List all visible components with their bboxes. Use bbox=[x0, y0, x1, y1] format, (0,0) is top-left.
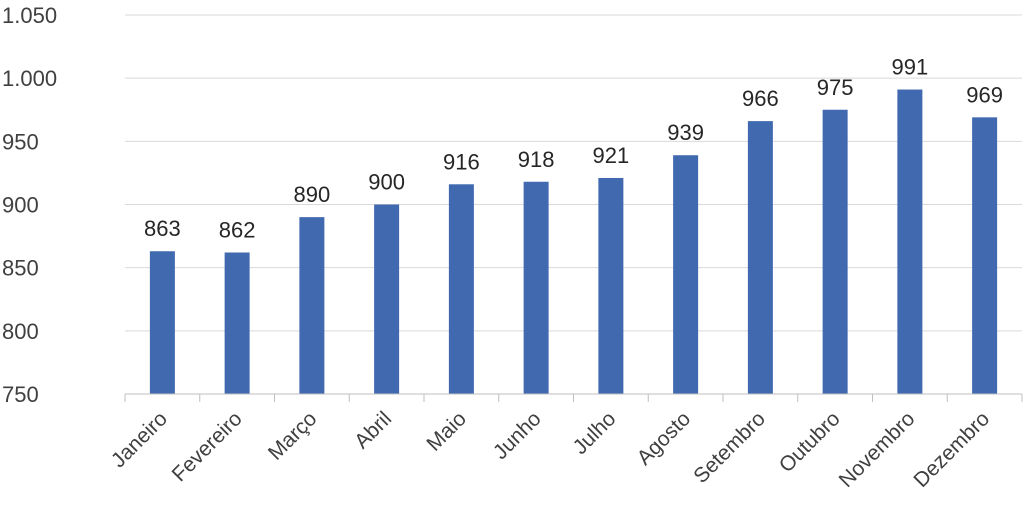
x-axis bbox=[124, 393, 1023, 402]
data-label: 921 bbox=[593, 143, 630, 168]
data-label: 863 bbox=[144, 216, 181, 241]
y-tick-label: 750 bbox=[2, 382, 39, 407]
data-label: 900 bbox=[368, 170, 405, 195]
bar bbox=[972, 117, 998, 394]
x-tick-label: Julho bbox=[569, 407, 621, 459]
y-tick-label: 900 bbox=[2, 193, 39, 218]
data-label: 969 bbox=[966, 82, 1003, 107]
data-label: 939 bbox=[667, 120, 704, 145]
data-label: 975 bbox=[817, 75, 854, 100]
y-tick-label: 850 bbox=[2, 256, 39, 281]
x-tick-label: Novembro bbox=[835, 407, 920, 492]
x-tick-label: Fevereiro bbox=[168, 407, 247, 486]
bar bbox=[822, 109, 848, 394]
y-tick-label: 1.050 bbox=[2, 3, 57, 28]
bar bbox=[299, 217, 325, 394]
bar bbox=[897, 89, 923, 394]
x-tick-label: Maio bbox=[422, 407, 470, 455]
x-tick-label: Abril bbox=[350, 407, 396, 453]
data-labels: 863 862 890 900 916 918 921 939 966 975 991 969 bbox=[144, 55, 1003, 243]
data-label: 918 bbox=[518, 147, 555, 172]
gridlines bbox=[125, 14, 1022, 332]
bar bbox=[149, 251, 175, 394]
bar bbox=[598, 177, 624, 394]
data-label: 862 bbox=[219, 218, 256, 243]
bars bbox=[149, 89, 998, 395]
x-tick-label: Outubro bbox=[775, 407, 845, 477]
bar bbox=[448, 184, 474, 394]
x-tick-label: Março bbox=[264, 407, 322, 465]
x-tick-label: Setembro bbox=[689, 407, 770, 488]
data-label: 991 bbox=[892, 55, 929, 80]
y-tick-label: 950 bbox=[2, 129, 39, 154]
data-label: 890 bbox=[294, 182, 331, 207]
x-tick-label: Janeiro bbox=[107, 407, 172, 472]
x-tick-label: Dezembro bbox=[909, 407, 994, 492]
data-label: 966 bbox=[742, 86, 779, 111]
bar bbox=[523, 181, 549, 394]
bar bbox=[673, 155, 699, 394]
bar bbox=[374, 204, 400, 394]
y-tick-label: 1.000 bbox=[2, 66, 57, 91]
x-tick-label: Agosto bbox=[633, 407, 696, 470]
bar bbox=[747, 121, 773, 395]
y-axis-tick-labels: 750 800 850 900 950 1.000 1.050 bbox=[2, 3, 57, 407]
bar bbox=[224, 252, 250, 394]
y-tick-label: 800 bbox=[2, 319, 39, 344]
x-tick-label: Junho bbox=[489, 407, 546, 464]
data-label: 916 bbox=[443, 149, 480, 174]
